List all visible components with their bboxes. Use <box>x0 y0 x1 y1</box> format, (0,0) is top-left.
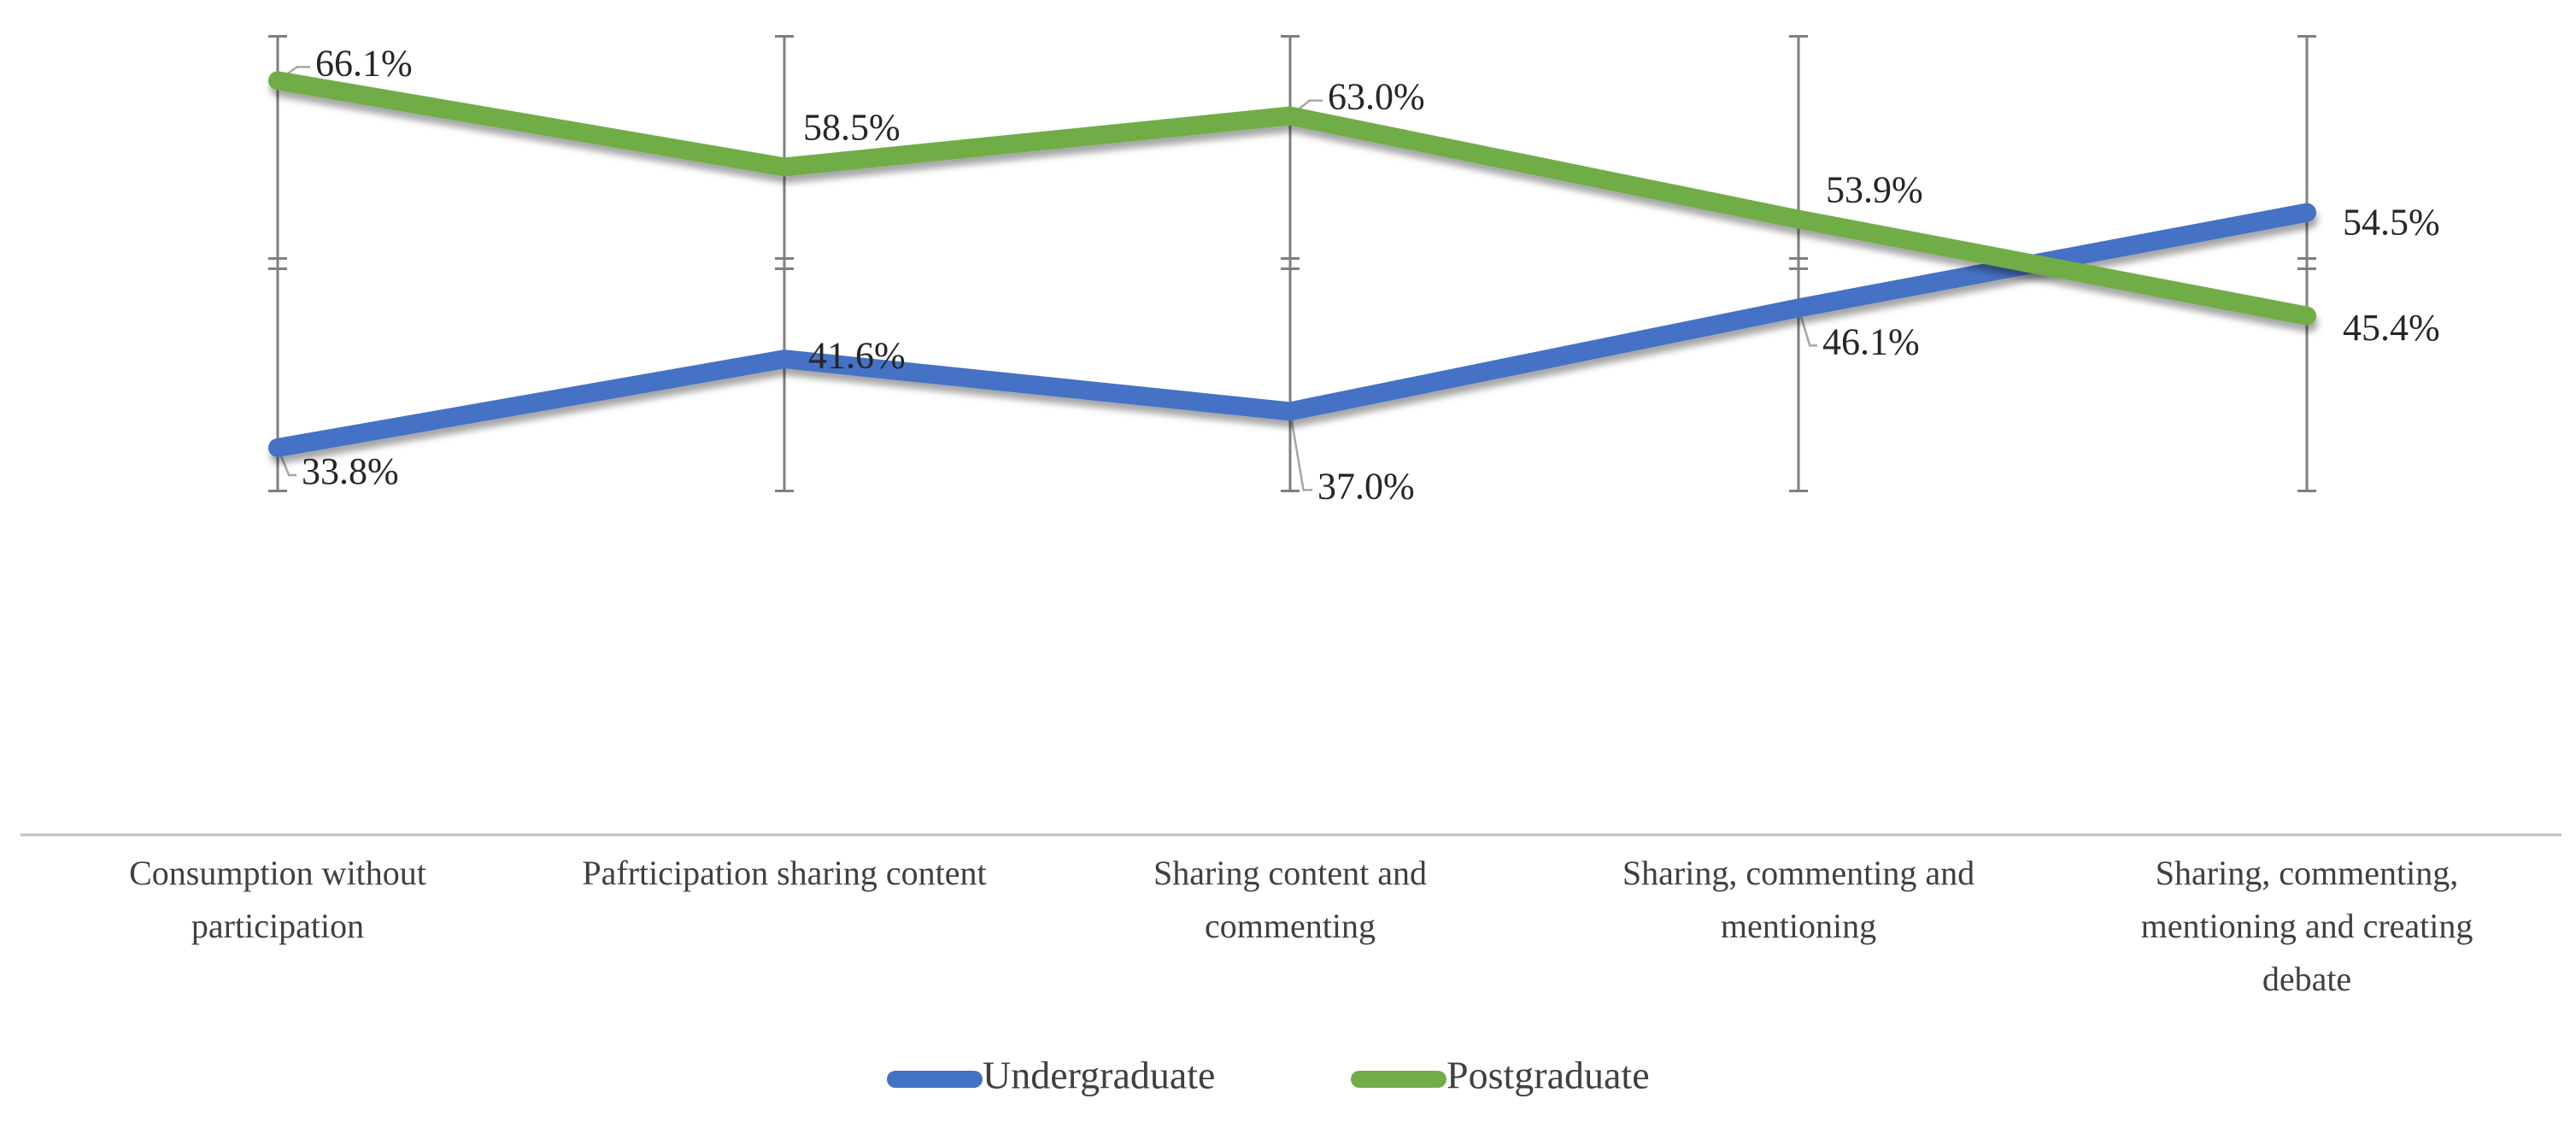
category-label-1: Consumption without participation <box>129 854 426 945</box>
leader-line <box>1288 411 1312 491</box>
category-label-4: Sharing, commenting and mentioning <box>1622 854 1975 945</box>
data-label-undergraduate: 33.8% <box>302 450 399 492</box>
data-point-undergraduate <box>781 355 788 363</box>
data-label-undergraduate: 41.6% <box>808 334 906 376</box>
data-point-undergraduate <box>1287 408 1294 415</box>
data-point-postgraduate <box>274 77 281 85</box>
data-point-postgraduate <box>781 163 788 171</box>
legend-label-postgraduate: Postgraduate <box>1446 1054 1650 1097</box>
data-label-undergraduate: 46.1% <box>1822 320 1920 362</box>
leader-line <box>1797 308 1817 347</box>
data-point-undergraduate <box>274 444 281 451</box>
data-label-postgraduate: 66.1% <box>315 42 413 84</box>
data-point-undergraduate <box>2303 209 2310 216</box>
data-label-undergraduate: 54.5% <box>2343 202 2440 244</box>
data-label-postgraduate: 45.4% <box>2343 307 2440 349</box>
legend-label-undergraduate: Undergraduate <box>983 1054 1215 1097</box>
data-point-postgraduate <box>1287 112 1294 120</box>
data-label-postgraduate: 63.0% <box>1328 76 1425 118</box>
data-label-postgraduate: 53.9% <box>1826 169 1923 211</box>
data-point-postgraduate <box>2303 312 2310 320</box>
data-point-undergraduate <box>1795 304 1802 312</box>
category-label-3: Sharing content and commenting <box>1153 854 1427 945</box>
category-label-2: Pafrticipation sharing content <box>582 854 986 892</box>
leader-line <box>276 447 296 477</box>
data-label-postgraduate: 58.5% <box>803 107 901 149</box>
data-point-postgraduate <box>1795 215 1802 223</box>
category-label-5: Sharing, commenting, mentioning and creat… <box>2141 854 2473 998</box>
data-label-undergraduate: 37.0% <box>1317 465 1415 507</box>
